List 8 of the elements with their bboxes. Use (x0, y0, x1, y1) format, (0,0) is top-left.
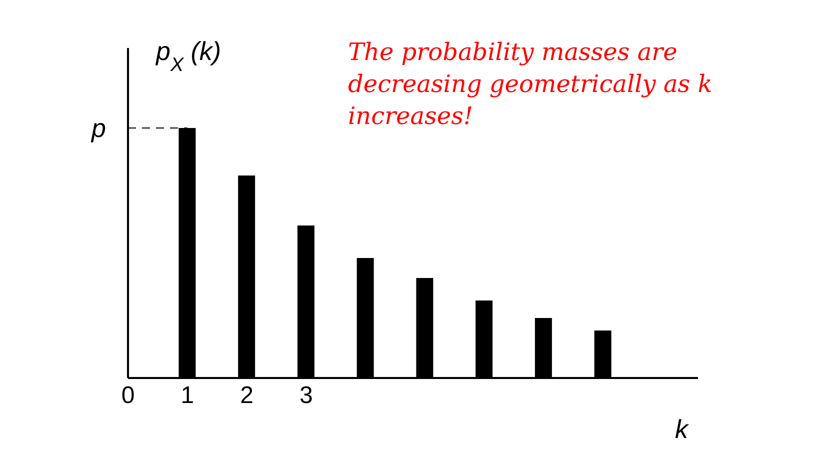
x-axis-title: k (675, 414, 690, 444)
y-axis-title: p$_{X}$(k) (155, 36, 222, 76)
x-tick-label: 0 (121, 382, 135, 410)
x-tick-label: 2 (240, 382, 254, 410)
x-tick-label: 3 (299, 382, 313, 410)
annotation: The probability masses are decreasing geometrically as k increases! (348, 37, 714, 132)
ref-line-label: p (90, 113, 106, 144)
x-tick-label: 1 (180, 382, 194, 410)
